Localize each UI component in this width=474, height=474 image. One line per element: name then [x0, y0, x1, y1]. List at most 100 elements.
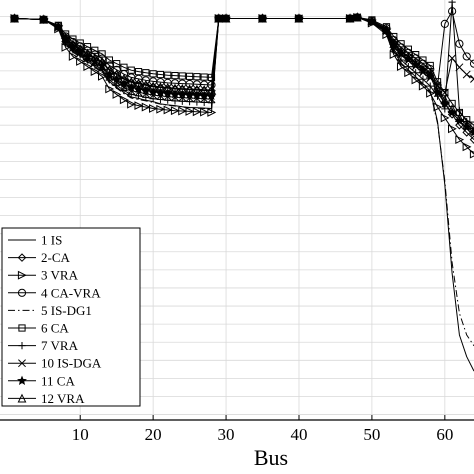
legend-label: 1 IS — [41, 233, 62, 248]
data-point — [142, 69, 150, 77]
data-point — [90, 67, 100, 77]
data-point — [163, 82, 173, 92]
legend-marker — [18, 324, 26, 332]
data-point — [39, 14, 49, 24]
data-point — [170, 83, 180, 93]
series-5 — [14, 16, 474, 347]
data-point — [207, 73, 216, 82]
data-point — [171, 97, 179, 105]
data-point — [425, 69, 435, 79]
data-point — [134, 101, 144, 111]
data-point — [206, 90, 217, 101]
data-point — [178, 72, 186, 80]
data-point — [120, 86, 128, 95]
legend-marker — [17, 375, 27, 385]
data-point — [447, 110, 457, 119]
data-point — [447, 104, 457, 113]
data-point — [382, 24, 391, 34]
data-point — [105, 56, 113, 64]
data-point — [178, 93, 187, 102]
data-point — [426, 82, 434, 90]
legend-label: 2-CA — [41, 250, 71, 265]
data-point — [68, 52, 78, 61]
data-point — [440, 88, 449, 97]
data-point — [83, 48, 92, 58]
data-point — [192, 107, 202, 117]
series-10 — [10, 12, 474, 135]
legend-label: 12 VRA — [41, 391, 85, 406]
data-point — [171, 72, 179, 80]
data-point — [455, 39, 464, 48]
x-tick-label: 50 — [363, 425, 380, 444]
data-point — [200, 94, 209, 103]
legend-marker — [18, 342, 26, 350]
data-point — [411, 58, 421, 68]
data-point — [418, 64, 428, 74]
legend-entry: 4 CA-VRA — [8, 285, 101, 300]
data-point — [112, 65, 121, 74]
series-line — [14, 16, 474, 155]
data-point — [68, 39, 78, 49]
data-point — [61, 33, 71, 43]
x-tick-label: 30 — [218, 425, 235, 444]
data-point — [105, 84, 115, 94]
data-point — [192, 94, 201, 103]
legend-entry: 11 CA — [8, 373, 75, 388]
data-point — [192, 84, 202, 94]
data-point — [440, 95, 450, 104]
data-point — [113, 60, 121, 68]
data-point — [462, 128, 472, 137]
data-point — [455, 63, 464, 72]
data-point — [140, 85, 151, 95]
data-point — [185, 107, 195, 116]
data-point — [404, 45, 412, 53]
series-layer — [9, 0, 474, 372]
data-point — [149, 91, 158, 100]
data-point — [163, 92, 172, 101]
data-point — [462, 52, 471, 61]
legend-entry: 3 VRA — [8, 268, 79, 283]
legend-label: 6 CA — [41, 321, 69, 336]
data-point — [397, 40, 405, 48]
series-line — [14, 16, 474, 347]
data-point — [193, 98, 201, 106]
data-point — [141, 102, 151, 112]
data-point — [412, 69, 420, 77]
legend-label: 5 IS-DG1 — [41, 303, 92, 318]
data-point — [200, 107, 209, 117]
data-point — [221, 13, 231, 23]
data-point — [207, 85, 216, 95]
data-point — [455, 107, 464, 115]
legend-entry: 10 IS-DGA — [8, 356, 102, 371]
legend-marker — [17, 270, 27, 280]
legend-entry: 12 VRA — [8, 391, 85, 406]
data-point — [119, 73, 129, 83]
legend-marker — [18, 359, 26, 368]
data-point — [142, 93, 150, 101]
legend-label: 4 CA-VRA — [41, 285, 101, 300]
data-point — [178, 106, 188, 116]
data-point — [469, 125, 474, 135]
data-point — [186, 98, 194, 106]
legend-label: 7 VRA — [41, 338, 79, 353]
data-point — [462, 120, 472, 130]
data-point — [185, 94, 194, 102]
data-point — [134, 78, 143, 88]
series-line — [14, 16, 474, 140]
data-point — [164, 71, 172, 79]
series-line — [14, 16, 474, 126]
data-point — [156, 104, 166, 114]
data-point — [403, 52, 413, 62]
data-point — [83, 62, 93, 71]
data-point — [207, 108, 217, 117]
legend: 1 IS 2-CA 3 VRA 4 CA-VRA 5 IS-DG1 6 CA 7 VRA 10… — [1, 227, 141, 407]
data-point — [389, 39, 399, 48]
x-tick-label: 60 — [436, 425, 453, 444]
legend-entry: 2-CA — [8, 250, 71, 265]
legend-marker — [17, 253, 27, 262]
data-point — [455, 113, 464, 123]
data-point — [185, 84, 195, 94]
data-point — [141, 79, 151, 89]
data-point — [207, 99, 216, 107]
